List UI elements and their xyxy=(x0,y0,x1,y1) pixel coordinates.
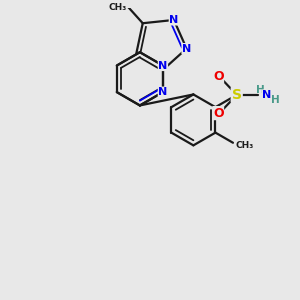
Text: CH₃: CH₃ xyxy=(109,3,127,12)
Text: N: N xyxy=(182,44,191,53)
Text: O: O xyxy=(213,106,224,120)
Text: S: S xyxy=(232,88,242,102)
Text: H: H xyxy=(256,85,265,95)
Text: O: O xyxy=(213,70,224,83)
Text: N: N xyxy=(158,87,167,97)
Text: H: H xyxy=(271,95,280,105)
Text: N: N xyxy=(158,61,167,70)
Text: N: N xyxy=(169,15,178,25)
Text: N: N xyxy=(262,90,272,100)
Text: CH₃: CH₃ xyxy=(235,141,254,150)
